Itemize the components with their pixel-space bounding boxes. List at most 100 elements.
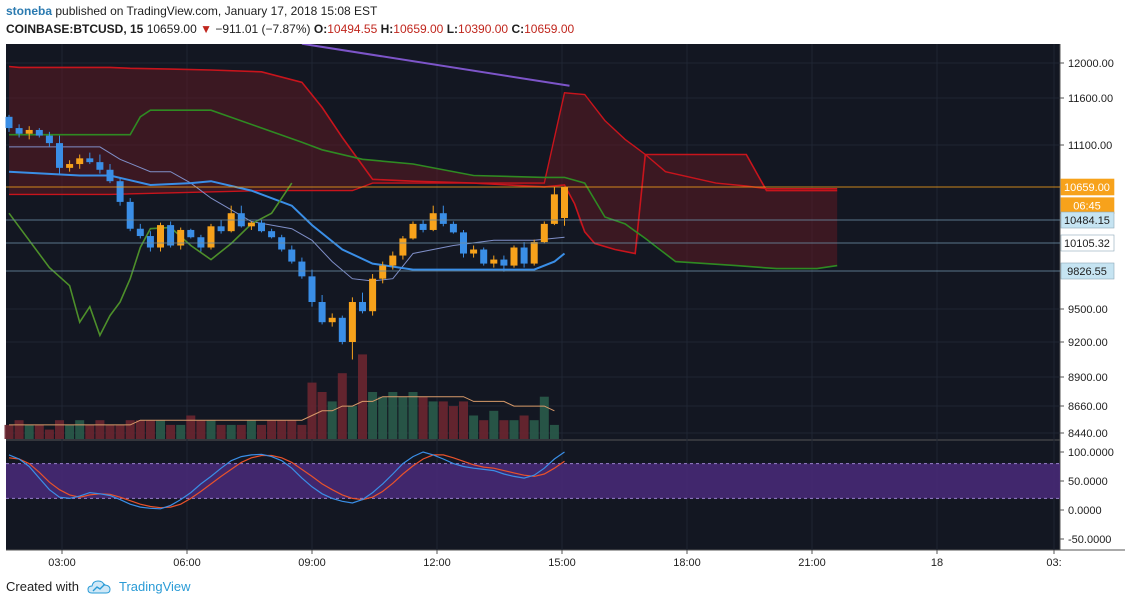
- volume-bar: [135, 420, 145, 439]
- candle: [298, 257, 306, 279]
- candle-body: [510, 247, 518, 266]
- volume-bar: [246, 420, 256, 439]
- candle-body: [480, 249, 488, 264]
- author-link[interactable]: stoneba: [6, 4, 53, 18]
- candle: [449, 221, 457, 234]
- candle: [217, 220, 225, 234]
- low-label: L:: [446, 22, 459, 36]
- candle: [116, 177, 124, 206]
- volume-bar: [317, 392, 327, 439]
- price-label-text: 10659.00: [1064, 182, 1110, 194]
- volume-bar: [4, 424, 14, 439]
- osc-tick-label: 100.0000: [1068, 447, 1114, 459]
- x-tick-label: 12:00: [423, 557, 451, 569]
- y-tick-label: 11600.00: [1068, 93, 1113, 105]
- chart-svg[interactable]: 03:00 06:00 09:00 12:00 15:00 18:00 21:00 18 03:…: [0, 42, 1125, 571]
- volume-bar: [388, 392, 398, 439]
- series-line-purple: [301, 42, 570, 87]
- volume-bar: [358, 354, 367, 439]
- candle-body: [359, 302, 366, 312]
- x-tick-label: 06:00: [173, 557, 201, 569]
- volume-bar: [297, 424, 307, 439]
- price-label-text: 10105.32: [1064, 238, 1110, 250]
- price-change: −911.01 (−7.87%): [215, 22, 311, 36]
- candle-body: [409, 223, 417, 239]
- candle: [45, 131, 53, 147]
- volume-bar: [166, 424, 176, 439]
- candle-body: [76, 158, 84, 165]
- close-value: 10659.00: [524, 22, 575, 36]
- volume-bar: [418, 396, 428, 439]
- price-label-box: [1060, 178, 1115, 196]
- candle: [167, 221, 175, 248]
- volume-bar: [95, 420, 105, 439]
- volume-bar: [469, 415, 479, 439]
- candle: [126, 198, 134, 232]
- candle-body: [167, 225, 175, 246]
- y-tick-label: 8900.00: [1068, 372, 1108, 384]
- volume-bar: [257, 424, 266, 439]
- volume-bar: [206, 420, 216, 439]
- candle-body: [187, 229, 195, 238]
- candle-body: [561, 187, 568, 219]
- candle-body: [369, 278, 377, 312]
- candle-body: [5, 116, 13, 129]
- candle: [429, 205, 437, 232]
- candle-body: [389, 255, 397, 266]
- candle-body: [146, 236, 154, 248]
- series-line-span_red: [8, 65, 838, 255]
- candle-body: [379, 265, 387, 279]
- down-arrow-icon: ▼: [200, 22, 212, 36]
- series-line-kijun: [8, 170, 566, 271]
- candle-body: [470, 249, 478, 254]
- volume-bar: [459, 401, 468, 439]
- volume-bar: [327, 401, 337, 439]
- candle: [86, 152, 94, 165]
- volume-bar: [277, 420, 287, 439]
- candle: [510, 245, 518, 268]
- candle: [146, 231, 154, 252]
- chart-area[interactable]: 03:00 06:00 09:00 12:00 15:00 18:00 21:00 18 03:…: [0, 42, 1125, 571]
- candle-body: [429, 213, 437, 230]
- ichimoku-cloud: [9, 66, 838, 269]
- x-tick-label: 09:00: [298, 557, 326, 569]
- osc-tick-label: -50.0000: [1068, 534, 1111, 546]
- price-label-text: 9826.55: [1067, 266, 1107, 278]
- tradingview-link[interactable]: TradingView: [118, 579, 191, 594]
- candle-body: [66, 164, 74, 168]
- candle-body: [449, 223, 457, 233]
- volume-bar: [368, 392, 378, 439]
- volume-bar: [287, 420, 297, 439]
- candle-body: [399, 238, 407, 256]
- candle: [177, 227, 185, 250]
- candle: [399, 236, 407, 260]
- candle-body: [288, 249, 296, 262]
- candle-body: [318, 302, 326, 323]
- candle: [318, 295, 326, 325]
- osc-tick-label: 0.0000: [1068, 505, 1102, 517]
- x-tick-label: 18:00: [673, 557, 701, 569]
- symbol-bar: COINBASE:BTCUSD, 15 10659.00 ▼ −911.01 (…: [6, 22, 574, 36]
- published-text: published on TradingView.com, January 17…: [55, 4, 378, 18]
- candle: [207, 223, 215, 250]
- last-price: 10659.00: [146, 22, 197, 36]
- candle: [136, 223, 144, 239]
- volume-bar: [236, 424, 246, 439]
- y-tick-label: 9200.00: [1068, 337, 1108, 349]
- candle: [56, 135, 63, 174]
- volume-bar: [489, 410, 499, 439]
- volume-bar: [55, 420, 64, 439]
- candle-body: [308, 276, 316, 303]
- created-with-text: Created with: [6, 579, 79, 594]
- candle: [157, 222, 164, 252]
- close-label: C:: [511, 22, 525, 36]
- candle: [258, 220, 265, 233]
- candle: [66, 160, 74, 172]
- volume-bar: [34, 424, 44, 439]
- candle: [520, 242, 528, 268]
- volume-bar: [549, 424, 559, 439]
- candle-body: [86, 158, 94, 163]
- volume-bar: [529, 420, 539, 439]
- candle-body: [197, 237, 205, 248]
- candle-body: [96, 162, 104, 170]
